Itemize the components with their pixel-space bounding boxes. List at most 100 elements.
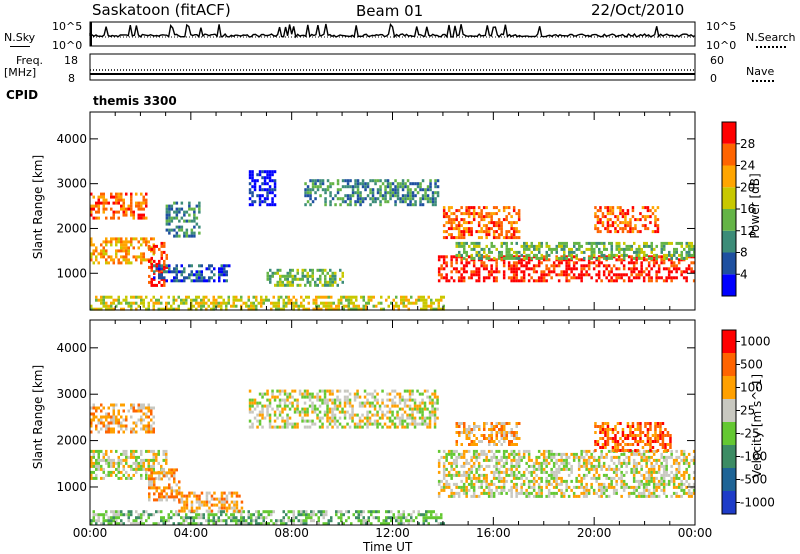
velocity-cell bbox=[495, 461, 498, 465]
power-cell bbox=[437, 301, 440, 305]
velocity-cell bbox=[321, 425, 324, 429]
power-cell bbox=[120, 243, 123, 247]
velocity-cell bbox=[411, 419, 414, 423]
power-cell bbox=[532, 270, 536, 274]
power-cell bbox=[130, 192, 133, 196]
power-cell bbox=[97, 201, 100, 205]
power-cell bbox=[175, 225, 179, 229]
velocity-cell bbox=[421, 419, 424, 423]
velocity-cell bbox=[682, 455, 686, 459]
power-cell bbox=[90, 240, 93, 244]
power-cell bbox=[465, 227, 468, 231]
power-cell bbox=[426, 194, 430, 198]
power-cell bbox=[266, 197, 269, 201]
power-cell bbox=[490, 258, 493, 262]
power-cell bbox=[160, 307, 163, 311]
velocity-cell bbox=[120, 513, 123, 517]
power-cell bbox=[212, 304, 215, 308]
velocity-cell bbox=[356, 392, 359, 396]
power-cell bbox=[168, 267, 171, 271]
velocity-cell bbox=[397, 513, 400, 517]
power-cell bbox=[145, 237, 148, 241]
power-cell bbox=[588, 241, 591, 245]
power-cell bbox=[407, 301, 410, 305]
power-cell bbox=[326, 185, 330, 189]
power-cell bbox=[500, 233, 503, 237]
velocity-cell bbox=[457, 494, 461, 498]
power-cell bbox=[512, 227, 516, 231]
velocity-cell bbox=[326, 401, 329, 405]
velocity-cell bbox=[411, 413, 414, 417]
power-cell bbox=[327, 295, 330, 299]
velocity-cell bbox=[145, 476, 148, 480]
power-cell bbox=[508, 247, 511, 251]
power-cell bbox=[396, 191, 400, 195]
velocity-cell bbox=[117, 510, 120, 514]
velocity-cell bbox=[652, 491, 656, 495]
power-cell bbox=[193, 225, 196, 229]
power-cell bbox=[644, 227, 647, 231]
velocity-cell bbox=[266, 410, 269, 414]
power-cell bbox=[518, 256, 521, 260]
velocity-cell bbox=[107, 412, 110, 416]
velocity-cell bbox=[165, 474, 168, 478]
power-cell bbox=[480, 218, 483, 222]
velocity-cell bbox=[331, 398, 334, 402]
velocity-cell bbox=[477, 494, 481, 498]
power-cell bbox=[690, 267, 693, 271]
velocity-cell bbox=[401, 416, 404, 420]
velocity-cell bbox=[512, 482, 516, 486]
velocity-cell bbox=[600, 467, 603, 471]
velocity-cell bbox=[659, 431, 662, 434]
power-cell bbox=[312, 301, 315, 305]
power-cell bbox=[621, 209, 625, 213]
velocity-cell bbox=[346, 410, 349, 414]
power-cell bbox=[223, 273, 226, 277]
velocity-cell bbox=[268, 419, 272, 423]
velocity-cell bbox=[240, 510, 243, 514]
power-cell bbox=[475, 270, 478, 274]
velocity-cell bbox=[649, 422, 652, 425]
velocity-cell bbox=[616, 431, 620, 434]
power-cell bbox=[322, 301, 325, 305]
velocity-cell bbox=[292, 513, 295, 517]
power-cell bbox=[112, 298, 115, 302]
power-cell bbox=[350, 298, 353, 302]
power-cell bbox=[168, 213, 171, 217]
velocity-cell bbox=[612, 485, 616, 489]
power-cell bbox=[510, 256, 513, 260]
velocity-cell bbox=[620, 461, 623, 465]
power-cell bbox=[457, 236, 461, 240]
power-cell bbox=[247, 304, 250, 308]
power-cell bbox=[260, 295, 263, 299]
velocity-cell bbox=[378, 407, 382, 411]
velocity-cell bbox=[650, 470, 653, 474]
velocity-cell bbox=[547, 455, 551, 459]
power-cell bbox=[188, 213, 191, 217]
velocity-cell bbox=[616, 440, 620, 443]
velocity-cell bbox=[465, 494, 468, 498]
velocity-cell bbox=[542, 470, 546, 474]
power-cell bbox=[680, 253, 683, 257]
velocity-cell bbox=[666, 449, 670, 452]
velocity-cell bbox=[158, 492, 161, 496]
power-cell bbox=[401, 185, 405, 189]
velocity-cell bbox=[527, 494, 531, 498]
power-cell bbox=[369, 179, 372, 183]
velocity-cell bbox=[396, 413, 399, 417]
power-cell bbox=[248, 203, 252, 207]
velocity-cell bbox=[248, 407, 252, 411]
power-cell bbox=[512, 236, 516, 240]
velocity-cell bbox=[636, 434, 640, 437]
power-cell bbox=[495, 270, 498, 274]
power-cell bbox=[630, 279, 633, 283]
power-cell bbox=[301, 277, 304, 281]
velocity-cell bbox=[645, 458, 648, 462]
velocity-cell bbox=[137, 455, 140, 459]
power-cell bbox=[282, 301, 285, 305]
velocity-cell bbox=[112, 516, 115, 520]
power-cell bbox=[545, 264, 548, 268]
power-cell bbox=[634, 227, 637, 231]
velocity-cell bbox=[605, 473, 608, 477]
power-cell bbox=[285, 304, 288, 308]
